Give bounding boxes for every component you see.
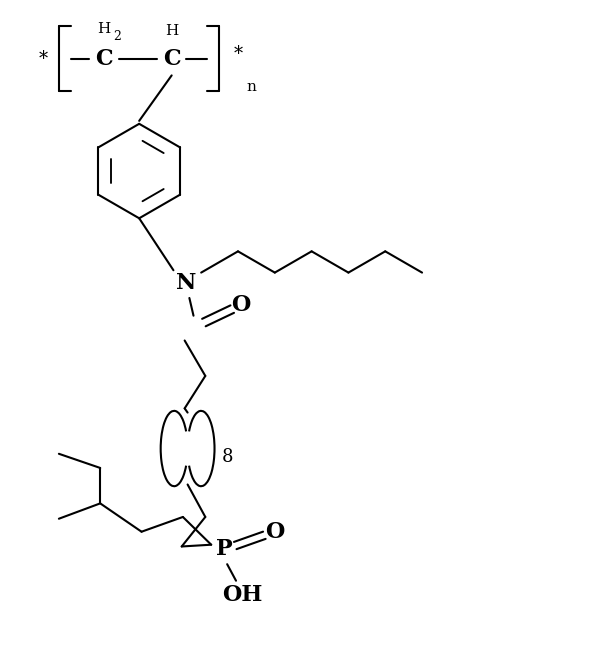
Text: *: * — [233, 45, 242, 63]
Text: C: C — [95, 48, 113, 70]
Text: H: H — [165, 24, 178, 37]
Text: C: C — [163, 48, 180, 70]
Text: N: N — [176, 272, 197, 294]
Text: 8: 8 — [222, 449, 233, 466]
Text: 2: 2 — [113, 30, 121, 43]
Text: n: n — [247, 80, 256, 94]
Text: *: * — [38, 50, 48, 68]
Text: O: O — [265, 521, 284, 543]
Text: P: P — [216, 538, 233, 561]
Text: OH: OH — [222, 584, 262, 607]
Text: O: O — [231, 294, 250, 316]
Text: H: H — [97, 22, 110, 36]
